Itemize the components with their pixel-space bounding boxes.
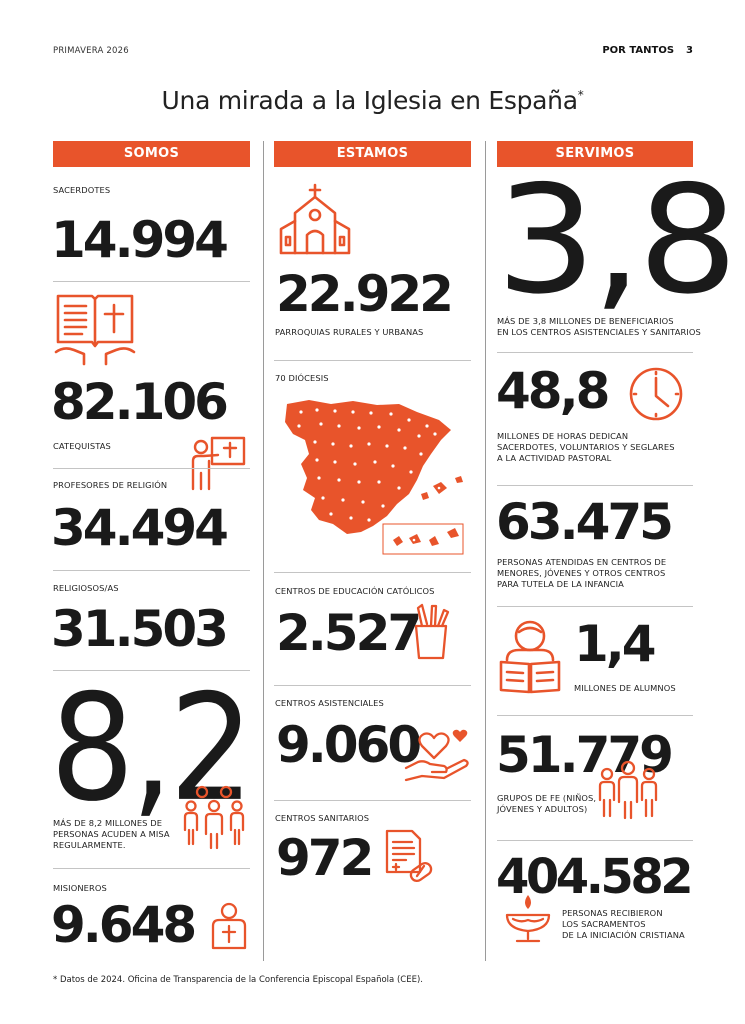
label-misa-line: PERSONAS ACUDEN A MISA: [53, 829, 170, 839]
footnote: * Datos de 2024. Oficina de Transparenci…: [53, 975, 423, 985]
page-title-text: Una mirada a la Iglesia en España: [161, 86, 578, 115]
value-sacramentos: 404.582: [496, 849, 694, 905]
row-divider: [497, 715, 693, 716]
value-profesores: 34.494: [51, 499, 229, 557]
value-asistenciales: 9.060: [276, 716, 422, 774]
row-divider: [274, 572, 471, 573]
row-divider: [53, 281, 250, 282]
family-icon: [182, 784, 246, 850]
label-grupos-line: GRUPOS DE FE (NIÑOS,: [497, 793, 597, 803]
clock-icon: [628, 366, 684, 422]
church-icon: [278, 183, 352, 257]
label-sanitarios: CENTROS SANITARIOS: [275, 813, 370, 823]
row-divider: [53, 670, 250, 671]
column-header-servimos: SERVIMOS: [497, 141, 693, 167]
label-horas-line: A LA ACTIVIDAD PASTORAL: [497, 453, 612, 463]
value-misa: 8,2: [50, 663, 254, 835]
label-misioneros: MISIONEROS: [53, 883, 107, 893]
value-misioneros: 9.648: [51, 896, 197, 954]
label-sacramentos-line: DE LA INICIACIÓN CRISTIANA: [562, 930, 685, 940]
label-parroquias: PARROQUIAS RURALES Y URBANAS: [275, 327, 424, 337]
missionary-icon: [209, 902, 249, 950]
label-grupos: GRUPOS DE FE (NIÑOS, JÓVENES Y ADULTOS): [497, 793, 596, 815]
label-horas: MILLONES DE HORAS DEDICAN SACERDOTES, VO…: [497, 431, 675, 464]
value-horas: 48,8: [496, 362, 610, 420]
label-beneficiarios: MÁS DE 3,8 MILLONES DE BENEFICIARIOS EN …: [497, 316, 701, 338]
row-divider: [497, 840, 693, 841]
label-sacramentos: PERSONAS RECIBIERON LOS SACRAMENTOS DE L…: [562, 908, 685, 941]
column-divider: [263, 141, 264, 961]
value-religiosos: 31.503: [51, 600, 229, 658]
label-atendidas-line: PERSONAS ATENDIDAS EN CENTROS DE: [497, 557, 667, 567]
row-divider: [53, 468, 250, 469]
label-asistenciales: CENTROS ASISTENCIALES: [275, 698, 384, 708]
row-divider: [53, 868, 250, 869]
issue-season: PRIMAVERA 2026: [53, 46, 129, 56]
label-alumnos: MILLONES DE ALUMNOS: [574, 683, 676, 693]
page-header-brand: POR TANTOS 3: [602, 45, 693, 56]
page-number: 3: [686, 45, 693, 56]
label-profesores: PROFESORES DE RELIGIÓN: [53, 480, 168, 490]
group-icon: [597, 760, 659, 820]
brand-name: POR TANTOS: [602, 45, 675, 56]
value-atendidas: 63.475: [496, 493, 674, 551]
row-divider: [497, 485, 693, 486]
row-divider: [497, 606, 693, 607]
label-educacion: CENTROS DE EDUCACIÓN CATÓLICOS: [275, 586, 435, 596]
spain-map-icon: [281, 394, 469, 556]
label-misa: MÁS DE 8,2 MILLONES DE PERSONAS ACUDEN A…: [53, 818, 170, 851]
label-horas-line: MILLONES DE HORAS DEDICAN: [497, 431, 629, 441]
label-diocesis: 70 DIÓCESIS: [275, 373, 329, 383]
row-divider: [497, 352, 693, 353]
label-sacramentos-line: LOS SACRAMENTOS: [562, 919, 646, 929]
label-atendidas: PERSONAS ATENDIDAS EN CENTROS DE MENORES…: [497, 557, 666, 590]
value-beneficiarios: 3,8: [496, 153, 738, 328]
value-catequistas: 82.106: [51, 373, 229, 431]
column-header-estamos: ESTAMOS: [274, 141, 471, 167]
teacher-icon: [190, 435, 246, 491]
value-educacion: 2.527: [276, 604, 422, 662]
label-misa-line: MÁS DE 8,2 MILLONES DE: [53, 818, 163, 828]
label-atendidas-line: MENORES, JÓVENES Y OTROS CENTROS: [497, 568, 666, 578]
label-atendidas-line: PARA TUTELA DE LA INFANCIA: [497, 579, 624, 589]
baptism-font-icon: [503, 893, 553, 945]
value-alumnos: 1,4: [574, 615, 657, 673]
pencil-cup-icon: [410, 602, 452, 660]
column-divider: [485, 141, 486, 961]
row-divider: [53, 570, 250, 571]
value-parroquias: 22.922: [276, 265, 454, 323]
label-grupos-line: JÓVENES Y ADULTOS): [497, 804, 588, 814]
column-header-somos: SOMOS: [53, 141, 250, 167]
label-sacerdotes: SACERDOTES: [53, 185, 111, 195]
bible-icon: [54, 290, 136, 366]
value-sacerdotes: 14.994: [51, 211, 229, 269]
row-divider: [274, 800, 471, 801]
title-asterisk: *: [577, 88, 584, 102]
row-divider: [274, 360, 471, 361]
label-horas-line: SACERDOTES, VOLUNTARIOS Y SEGLARES: [497, 442, 675, 452]
page-title: Una mirada a la Iglesia en España*: [0, 86, 745, 115]
value-sanitarios: 972: [276, 829, 374, 887]
label-catequistas: CATEQUISTAS: [53, 441, 111, 451]
reading-icon: [497, 618, 563, 694]
label-misa-line: REGULARMENTE.: [53, 840, 126, 850]
label-sacramentos-line: PERSONAS RECIBIERON: [562, 908, 663, 918]
medical-icon: [384, 828, 434, 884]
label-beneficiarios-line: MÁS DE 3,8 MILLONES DE BENEFICIARIOS: [497, 316, 674, 326]
row-divider: [274, 685, 471, 686]
label-beneficiarios-line: EN LOS CENTROS ASISTENCIALES Y SANITARIO…: [497, 327, 701, 337]
heart-hand-icon: [404, 728, 470, 784]
label-religiosos: RELIGIOSOS/AS: [53, 583, 119, 593]
